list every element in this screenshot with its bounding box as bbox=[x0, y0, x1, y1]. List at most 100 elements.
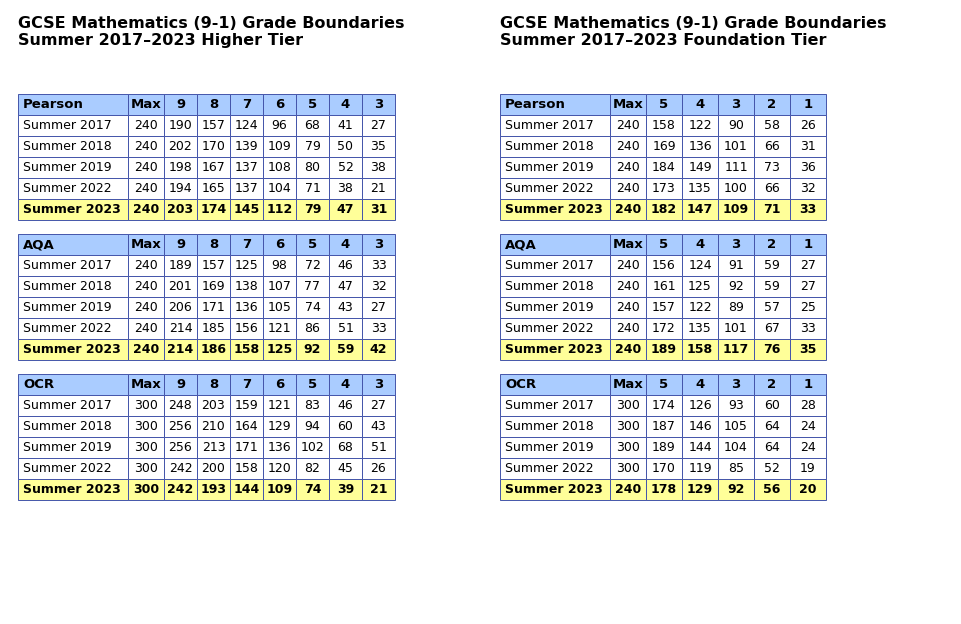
Bar bbox=[230, 416, 262, 437]
Bar bbox=[361, 115, 395, 136]
Text: Summer 2023: Summer 2023 bbox=[23, 203, 121, 216]
Bar bbox=[717, 115, 753, 136]
Text: 92: 92 bbox=[304, 343, 321, 356]
Bar bbox=[753, 234, 789, 255]
Bar bbox=[717, 374, 753, 395]
Text: 240: 240 bbox=[134, 322, 158, 335]
Bar bbox=[163, 178, 197, 199]
Text: OCR: OCR bbox=[23, 378, 54, 391]
Bar bbox=[128, 437, 163, 458]
Bar bbox=[329, 297, 361, 318]
Text: 21: 21 bbox=[370, 182, 386, 195]
Text: 122: 122 bbox=[687, 301, 711, 314]
Text: 300: 300 bbox=[134, 462, 158, 475]
Text: 240: 240 bbox=[133, 343, 159, 356]
Bar bbox=[609, 479, 646, 500]
Bar bbox=[717, 458, 753, 479]
Text: 159: 159 bbox=[234, 399, 259, 412]
Text: 74: 74 bbox=[305, 301, 320, 314]
Text: 68: 68 bbox=[305, 119, 320, 132]
Text: 4: 4 bbox=[340, 378, 350, 391]
Text: 256: 256 bbox=[168, 420, 192, 433]
Text: 80: 80 bbox=[305, 161, 320, 174]
Bar bbox=[789, 479, 825, 500]
Bar bbox=[753, 157, 789, 178]
Text: 33: 33 bbox=[370, 322, 386, 335]
Text: 31: 31 bbox=[800, 140, 815, 153]
Text: 60: 60 bbox=[763, 399, 779, 412]
Bar bbox=[329, 374, 361, 395]
Text: 5: 5 bbox=[658, 238, 668, 251]
Bar bbox=[163, 255, 197, 276]
Bar bbox=[361, 318, 395, 339]
Bar bbox=[262, 276, 296, 297]
Bar bbox=[753, 458, 789, 479]
Text: Summer 2018: Summer 2018 bbox=[505, 140, 593, 153]
Bar bbox=[262, 458, 296, 479]
Bar bbox=[197, 199, 230, 220]
Text: 42: 42 bbox=[369, 343, 387, 356]
Bar bbox=[329, 458, 361, 479]
Text: 36: 36 bbox=[800, 161, 815, 174]
Bar bbox=[329, 199, 361, 220]
Bar bbox=[789, 199, 825, 220]
Text: 147: 147 bbox=[686, 203, 712, 216]
Bar bbox=[230, 157, 262, 178]
Bar bbox=[197, 416, 230, 437]
Bar bbox=[230, 255, 262, 276]
Bar bbox=[500, 115, 609, 136]
Bar bbox=[500, 136, 609, 157]
Text: 4: 4 bbox=[695, 238, 703, 251]
Text: Summer 2023: Summer 2023 bbox=[505, 203, 603, 216]
Bar bbox=[163, 94, 197, 115]
Text: 35: 35 bbox=[799, 343, 816, 356]
Text: 90: 90 bbox=[727, 119, 743, 132]
Bar bbox=[262, 318, 296, 339]
Text: 104: 104 bbox=[267, 182, 291, 195]
Bar bbox=[262, 94, 296, 115]
Bar bbox=[609, 318, 646, 339]
Bar bbox=[163, 416, 197, 437]
Bar bbox=[609, 94, 646, 115]
Bar bbox=[717, 136, 753, 157]
Text: Max: Max bbox=[612, 238, 643, 251]
Bar bbox=[128, 178, 163, 199]
Text: 172: 172 bbox=[652, 322, 676, 335]
Bar bbox=[753, 479, 789, 500]
Bar bbox=[753, 199, 789, 220]
Bar bbox=[163, 458, 197, 479]
Bar bbox=[197, 458, 230, 479]
Bar bbox=[197, 395, 230, 416]
Text: 91: 91 bbox=[727, 259, 743, 272]
Text: 2: 2 bbox=[767, 378, 776, 391]
Bar bbox=[262, 395, 296, 416]
Bar bbox=[163, 234, 197, 255]
Bar bbox=[646, 339, 681, 360]
Bar bbox=[128, 416, 163, 437]
Text: 27: 27 bbox=[800, 259, 815, 272]
Text: 146: 146 bbox=[687, 420, 711, 433]
Bar bbox=[681, 437, 717, 458]
Bar bbox=[609, 178, 646, 199]
Bar bbox=[128, 115, 163, 136]
Bar bbox=[681, 318, 717, 339]
Text: 66: 66 bbox=[763, 140, 779, 153]
Text: 240: 240 bbox=[134, 119, 158, 132]
Text: 5: 5 bbox=[308, 238, 317, 251]
Bar bbox=[361, 276, 395, 297]
Bar bbox=[789, 339, 825, 360]
Bar bbox=[753, 276, 789, 297]
Bar bbox=[361, 234, 395, 255]
Bar bbox=[609, 395, 646, 416]
Bar bbox=[163, 339, 197, 360]
Text: 45: 45 bbox=[337, 462, 353, 475]
Text: 202: 202 bbox=[168, 140, 192, 153]
Bar bbox=[753, 339, 789, 360]
Bar bbox=[789, 395, 825, 416]
Text: 56: 56 bbox=[762, 483, 780, 496]
Text: 240: 240 bbox=[134, 301, 158, 314]
Bar bbox=[753, 255, 789, 276]
Text: 105: 105 bbox=[724, 420, 747, 433]
Bar bbox=[609, 199, 646, 220]
Bar bbox=[789, 374, 825, 395]
